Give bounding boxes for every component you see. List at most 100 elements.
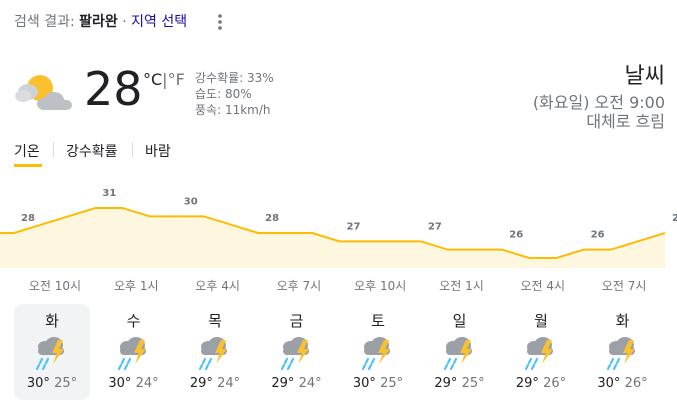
tab[interactable]: 기온 [14, 144, 40, 160]
time-label: 오전 10시 [29, 279, 81, 293]
tab[interactable]: 바람 [145, 144, 171, 160]
icon-shape [526, 337, 553, 369]
low-temp: 24° [217, 376, 241, 391]
value-label: 26 [591, 230, 605, 241]
icon-shape [445, 337, 472, 369]
day-temps: 30° 25° [340, 376, 416, 391]
day-icon [440, 334, 480, 374]
day-temps: 29° 26° [503, 376, 579, 391]
day-icon [277, 334, 317, 374]
high-temp: 29° [515, 376, 539, 391]
day-card[interactable]: 수 30° 24° [96, 304, 172, 400]
condition: 대체로 흐림 [586, 112, 665, 131]
day-card[interactable]: 화 30° 25° [14, 304, 90, 400]
time-label: 오전 4시 [521, 279, 566, 293]
search-header: 검색 결과: 팔라완 · 지역 선택 [14, 11, 187, 31]
unit-f[interactable]: °F [167, 70, 185, 89]
header-label: 검색 결과: [14, 14, 75, 30]
temperature-area [14, 208, 665, 268]
unit-divider: | [162, 70, 168, 89]
icon-shape [363, 337, 390, 369]
chart-lead-fill [0, 233, 14, 268]
time-label: 오전 7시 [602, 279, 647, 293]
day-card[interactable]: 월 29° 26° [503, 304, 579, 400]
day-name: 금 [289, 312, 304, 330]
day-name: 일 [452, 312, 467, 330]
day-icon [603, 334, 643, 374]
high-temp: 30° [352, 376, 376, 391]
current-icon [15, 75, 72, 110]
separator: · [122, 14, 127, 30]
icon-shape [119, 337, 146, 369]
value-label: 30 [184, 196, 198, 207]
low-temp: 26° [624, 376, 648, 391]
day-temps: 30° 25° [14, 376, 90, 391]
day-name: 토 [371, 312, 385, 330]
low-temp: 25° [54, 376, 78, 391]
high-temp: 30° [597, 376, 621, 391]
location: 팔라완 [79, 14, 118, 30]
icon-shape [37, 337, 64, 369]
current-temperature: 28 [84, 62, 143, 116]
day-icon [521, 334, 561, 374]
wind: 풍속: 11km/h [195, 103, 271, 117]
low-temp: 25° [461, 376, 485, 391]
tab[interactable]: 강수확률 [66, 144, 118, 160]
day-temps: 29° 24° [259, 376, 335, 391]
high-temp: 29° [271, 376, 295, 391]
day-card[interactable]: 목 29° 24° [177, 304, 253, 400]
day-temps: 30° 26° [585, 376, 661, 391]
icon-shape [608, 337, 635, 369]
day-card[interactable]: 화 30° 26° [585, 304, 661, 400]
temperature-chart: 28 31 30 28 27 27 26 26 28 오전 10시 오후 1시 오후 4시 오후 7시 오… [0, 188, 677, 293]
day-name: 수 [126, 312, 141, 330]
high-temp: 29° [189, 376, 213, 391]
time-label: 오후 10시 [354, 279, 406, 293]
humidity: 습도: 80% [195, 87, 252, 101]
low-temp: 24° [135, 376, 159, 391]
high-temp: 30° [108, 376, 132, 391]
tab-divider [132, 142, 133, 158]
current-time: (화요일) 오전 9:00 [532, 93, 665, 112]
time-label: 오후 7시 [277, 279, 322, 293]
day-temps: 29° 25° [422, 376, 498, 391]
value-label: 31 [102, 188, 116, 199]
high-temp: 29° [434, 376, 458, 391]
temperature-line [13, 207, 666, 259]
low-temp: 25° [380, 376, 404, 391]
value-label: 28 [265, 213, 279, 224]
tab-divider [53, 142, 54, 158]
value-label: 27 [428, 221, 442, 232]
value-label: 26 [509, 230, 523, 241]
day-name: 화 [615, 312, 630, 330]
low-temp: 24° [298, 376, 322, 391]
day-name: 월 [534, 312, 548, 330]
day-card[interactable]: 토 30° 25° [340, 304, 416, 400]
weather-title: 날씨 [624, 64, 665, 89]
day-card[interactable]: 금 29° 24° [259, 304, 335, 400]
time-label: 오후 4시 [195, 279, 240, 293]
unit-c[interactable]: °C [143, 70, 163, 89]
day-card[interactable]: 일 29° 25° [422, 304, 498, 400]
low-temp: 26° [543, 376, 567, 391]
day-name: 목 [208, 312, 222, 330]
value-label: 28 [672, 213, 677, 224]
tab-indicator [14, 164, 42, 167]
day-temps: 29° 24° [177, 376, 253, 391]
time-label: 오전 1시 [439, 279, 484, 293]
value-label: 27 [347, 221, 361, 232]
day-icon [32, 334, 72, 374]
day-icon [358, 334, 398, 374]
day-name: 화 [45, 312, 59, 330]
day-icon [114, 334, 154, 374]
day-icon [195, 334, 235, 374]
precipitation: 강수확률: 33% [195, 71, 274, 85]
unit-switch: °C|°F [143, 70, 185, 89]
high-temp: 30° [26, 376, 50, 391]
time-label: 오후 1시 [114, 279, 159, 293]
icon-shape [200, 337, 227, 369]
value-label: 28 [21, 213, 35, 224]
region-link[interactable]: 지역 선택 [131, 14, 188, 30]
menu-button[interactable] [214, 12, 226, 32]
